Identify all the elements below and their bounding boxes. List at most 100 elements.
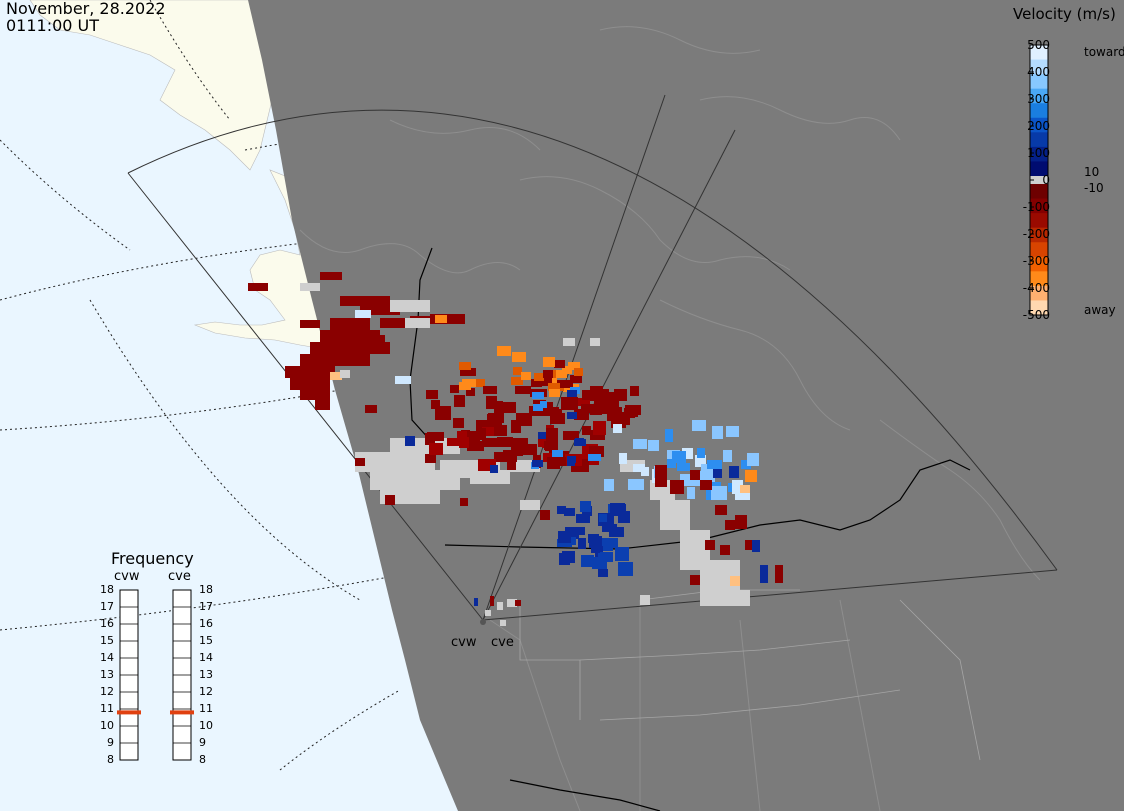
velocity-cell — [320, 272, 342, 280]
colorbar-segment-toward — [1030, 132, 1048, 148]
velocity-cell — [604, 479, 614, 491]
velocity-cell — [707, 460, 722, 469]
velocity-cell — [497, 346, 511, 356]
velocity-cell — [285, 366, 335, 378]
velocity-cell — [534, 373, 544, 381]
velocity-cell — [531, 379, 542, 387]
velocity-cell — [745, 470, 757, 482]
velocity-cell — [330, 318, 370, 330]
velocity-cell — [700, 590, 750, 606]
velocity-cell — [574, 409, 589, 420]
colorbar-segment-away — [1030, 285, 1048, 301]
velocity-cell — [592, 557, 607, 569]
colorbar-segment-away — [1030, 256, 1048, 272]
land-daylight-alaska — [29, 0, 273, 171]
velocity-cell — [590, 405, 602, 415]
velocity-cell — [482, 438, 499, 447]
alaska-border — [409, 247, 433, 441]
freq-radar-label-cve: cve — [168, 569, 191, 584]
velocity-cell — [450, 385, 459, 393]
velocity-cell — [729, 466, 739, 478]
colorbar-tick-label: 100 — [1027, 146, 1050, 160]
velocity-cell — [582, 426, 591, 435]
velocity-cell — [589, 446, 604, 457]
velocity-cell — [487, 414, 502, 428]
velocity-cell — [467, 441, 484, 451]
velocity-cell — [588, 454, 601, 461]
velocity-cell — [570, 375, 582, 383]
velocity-cell — [600, 401, 609, 414]
velocity-cell — [552, 450, 563, 457]
frequency-scale-label-left: 17 — [100, 600, 114, 613]
colorbar-tick-label: -400 — [1022, 281, 1050, 295]
velocity-cell — [582, 390, 591, 400]
frequency-scale-label-right: 17 — [199, 600, 213, 613]
velocity-cell — [430, 314, 465, 324]
velocity-cell — [460, 498, 468, 506]
velocity-cell — [574, 368, 583, 376]
velocity-cell — [474, 598, 478, 606]
velocity-cell — [619, 453, 627, 464]
velocity-cell — [725, 520, 735, 530]
velocity-cell — [485, 610, 491, 616]
velocity-cell — [512, 352, 526, 362]
neg-threshold-label: -10 — [1084, 181, 1104, 195]
velocity-cell — [511, 420, 521, 433]
coastlines — [299, 26, 1041, 811]
velocity-cell — [543, 370, 553, 378]
velocity-cell — [732, 480, 743, 494]
colorbar-tick-label: 200 — [1027, 119, 1050, 133]
colorbar-segment-ground — [1030, 176, 1048, 184]
velocity-cell — [549, 389, 560, 397]
velocity-cell — [515, 600, 521, 606]
velocity-cell — [482, 427, 496, 436]
velocity-cell — [425, 454, 436, 463]
velocity-cell — [575, 438, 584, 445]
velocity-cell — [431, 400, 440, 409]
colorbar-tick-label: 300 — [1027, 92, 1050, 106]
velocity-cell — [355, 458, 365, 466]
velocity-cell — [476, 420, 487, 434]
velocity-cell — [578, 538, 586, 549]
velocity-cell — [692, 420, 706, 431]
frequency-scale-label-right: 11 — [199, 702, 213, 715]
velocity-cell — [476, 428, 486, 440]
colorbar-segment-toward — [1030, 117, 1048, 133]
velocity-cell — [360, 335, 385, 347]
velocity-cell — [557, 506, 566, 514]
velocity-cell — [532, 392, 544, 399]
velocity-cell — [577, 398, 590, 406]
velocity-cell — [513, 367, 522, 375]
colorbar-segment-away — [1030, 198, 1048, 214]
velocity-cell — [548, 383, 564, 391]
velocity-cell — [697, 448, 705, 458]
frequency-marker — [117, 710, 141, 715]
colorbar-tick-label: 0 — [1042, 173, 1050, 187]
colorbar-tick-label: -100 — [1022, 200, 1050, 214]
velocity-cell — [395, 376, 411, 384]
velocity-cell — [580, 501, 591, 512]
velocity-cell — [633, 439, 647, 449]
colorbar-title: Velocity (m/s) — [1013, 5, 1116, 23]
velocity-cell — [682, 448, 693, 459]
time-label: 0111:00 UT — [6, 16, 100, 35]
frequency-scale-label-right: 14 — [199, 651, 213, 664]
velocity-cell — [520, 500, 540, 510]
velocity-cell — [618, 412, 630, 425]
velocity-cell — [614, 389, 627, 401]
velocity-cell — [630, 386, 639, 396]
velocity-cell — [429, 443, 443, 455]
velocity-cell — [690, 575, 700, 585]
velocity-cell — [544, 441, 558, 450]
velocity-cell — [575, 527, 585, 535]
velocity-cell — [594, 396, 603, 405]
velocity-cell — [615, 547, 629, 561]
velocity-cell — [532, 460, 543, 467]
velocity-cell — [544, 402, 553, 414]
velocity-cell — [567, 412, 577, 419]
velocity-cell — [355, 310, 371, 318]
velocity-cell — [711, 486, 727, 500]
velocity-cell — [426, 390, 438, 399]
velocity-cell — [690, 470, 700, 480]
frequency-scale-label-left: 13 — [100, 668, 114, 681]
